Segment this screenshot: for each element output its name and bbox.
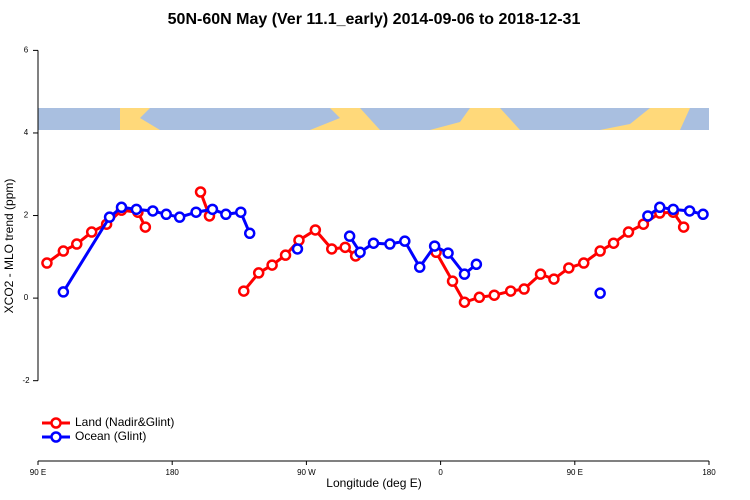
data-point: [677, 221, 690, 233]
data-point: [220, 208, 232, 221]
data-point: [642, 210, 654, 222]
data-point: [266, 259, 278, 271]
data-point: [518, 283, 530, 295]
map-strip: [38, 108, 709, 130]
data-point: [238, 285, 250, 297]
x-tick-label: 90 E: [30, 468, 46, 477]
data-point: [190, 206, 202, 218]
legend-label: Ocean (Glint): [75, 429, 146, 443]
data-point: [577, 257, 590, 269]
x-tick-label: 180: [166, 468, 180, 477]
data-point: [458, 296, 471, 308]
data-point: [458, 268, 471, 280]
data-point: [504, 285, 517, 297]
data-point: [243, 227, 256, 240]
data-point: [384, 238, 396, 250]
data-point: [470, 258, 483, 271]
data-point: [252, 267, 265, 279]
data-point: [637, 218, 650, 230]
data-point: [343, 230, 356, 242]
data-point: [428, 240, 441, 252]
data-point: [291, 243, 304, 255]
x-tick-label: 180: [702, 468, 716, 477]
data-point: [235, 206, 247, 218]
data-point: [622, 226, 635, 238]
data-point: [160, 208, 172, 221]
legend-label: Land (Nadir&Glint): [75, 415, 174, 429]
data-point: [354, 246, 366, 259]
data-point: [85, 226, 98, 238]
data-point: [697, 208, 709, 221]
data-point: [279, 249, 292, 261]
data-point: [534, 268, 547, 280]
y-tick-label: 2: [24, 211, 29, 220]
data-point: [399, 235, 411, 247]
data-point: [115, 201, 128, 214]
series-line: [348, 235, 478, 277]
data-point: [683, 205, 696, 217]
data-point: [309, 224, 322, 236]
data-point: [139, 221, 152, 233]
data-point: [442, 247, 454, 259]
data-point: [325, 243, 338, 255]
data-point: [41, 257, 53, 269]
y-tick-label: 6: [24, 45, 29, 54]
data-point: [147, 205, 159, 217]
data-point: [594, 245, 606, 257]
data-point: [339, 241, 351, 254]
data-point: [563, 262, 575, 274]
data-point: [71, 238, 83, 250]
data-point: [367, 237, 380, 249]
data-point: [57, 245, 70, 257]
x-tick-label: 90 E: [567, 468, 583, 477]
legend-marker: [50, 417, 62, 429]
data-point: [654, 201, 666, 214]
data-point: [607, 237, 620, 249]
x-tick-label: 0: [438, 468, 443, 477]
data-point: [548, 273, 560, 285]
data-point: [473, 291, 486, 304]
data-point: [667, 203, 679, 216]
y-tick-label: -2: [22, 376, 30, 385]
data-point: [594, 287, 606, 299]
x-tick-label: 90 W: [297, 468, 316, 477]
data-point: [57, 286, 70, 298]
series-line: [62, 205, 252, 293]
y-axis-label: XCO2 - MLO trend (ppm): [2, 179, 16, 314]
data-point: [194, 186, 207, 198]
data-point: [103, 211, 116, 223]
data-point: [206, 203, 219, 216]
y-tick-label: 0: [24, 293, 29, 302]
data-point: [488, 289, 501, 301]
legend-marker: [50, 431, 62, 443]
data-point: [173, 211, 186, 223]
y-tick-label: 4: [24, 128, 29, 137]
data-point: [413, 261, 426, 273]
x-axis-label: Longitude (deg E): [326, 476, 421, 490]
chart-title: 50N-60N May (Ver 11.1_early) 2014-09-06 …: [168, 11, 581, 28]
data-point: [446, 275, 459, 287]
data-point: [130, 203, 143, 216]
